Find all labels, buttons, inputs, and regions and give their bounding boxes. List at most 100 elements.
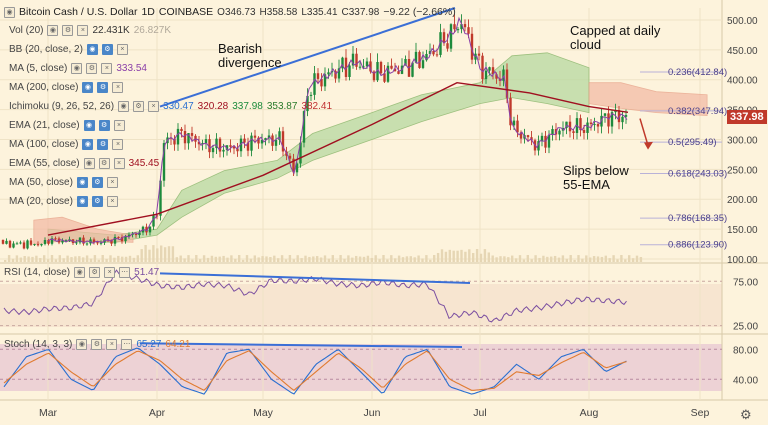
close-icon[interactable]: × bbox=[106, 196, 118, 207]
volume-bar bbox=[433, 255, 436, 262]
candle-body bbox=[418, 51, 421, 68]
settings-icon[interactable]: ⚙ bbox=[98, 158, 110, 169]
settings-icon[interactable]: ⚙ bbox=[62, 25, 74, 36]
volume-bar bbox=[304, 255, 307, 262]
visibility-icon[interactable]: ◉ bbox=[76, 177, 88, 188]
close-icon[interactable]: × bbox=[106, 177, 118, 188]
volume-bar bbox=[542, 255, 545, 262]
candle-body bbox=[267, 135, 271, 139]
volume-bar bbox=[300, 258, 303, 262]
settings-icon[interactable]: ⚙ bbox=[133, 101, 145, 112]
rsi-tick-label: 25.00 bbox=[733, 322, 758, 333]
volume-bar bbox=[495, 257, 498, 262]
volume-bar bbox=[468, 249, 471, 262]
visibility-icon[interactable]: ◉ bbox=[76, 339, 88, 350]
candle-body bbox=[519, 132, 523, 139]
volume-bar bbox=[561, 255, 565, 262]
candle-body bbox=[463, 24, 467, 28]
candle-body bbox=[113, 236, 117, 244]
visibility-icon[interactable]: ◉ bbox=[118, 101, 130, 112]
more-icon[interactable]: ⋯ bbox=[121, 339, 133, 350]
indicator-row[interactable]: MA (100, close) ◉ ⚙ × bbox=[9, 139, 124, 150]
candle-body bbox=[358, 66, 362, 68]
settings-icon[interactable]: ⚙ bbox=[97, 139, 109, 150]
rsi-legend[interactable]: RSI (14, close) ◉ ⚙ × ⋯ 51.47 bbox=[4, 267, 159, 278]
settings-icon[interactable]: ⚙ bbox=[98, 120, 110, 131]
indicator-row[interactable]: MA (5, close) ◉ ⚙ × 333.54 bbox=[9, 63, 147, 74]
x-tick-label: Apr bbox=[149, 407, 166, 419]
candle-body bbox=[281, 131, 285, 152]
indicator-row[interactable]: MA (200, close) ◉ ⚙ × bbox=[9, 82, 124, 93]
indicator-row[interactable]: MA (20, close) ◉ ⚙ × bbox=[9, 196, 118, 207]
settings-icon[interactable]: ⚙ bbox=[91, 339, 103, 350]
volume-bar bbox=[553, 255, 557, 262]
close-icon[interactable]: × bbox=[101, 63, 113, 74]
volume-bar bbox=[479, 253, 483, 262]
close-icon[interactable]: × bbox=[112, 82, 124, 93]
visibility-icon[interactable]: ◉ bbox=[83, 158, 95, 169]
volume-bar bbox=[577, 255, 580, 262]
candle-body bbox=[152, 215, 155, 227]
settings-icon[interactable]: ⚙ bbox=[89, 267, 101, 278]
settings-icon[interactable]: ⚙ bbox=[101, 44, 113, 55]
candle-body bbox=[159, 180, 162, 216]
settings-icon[interactable]: ⚙ bbox=[97, 82, 109, 93]
candle-body bbox=[36, 244, 40, 246]
candle-body bbox=[509, 97, 512, 126]
close-icon[interactable]: × bbox=[116, 44, 128, 55]
volume-bar bbox=[569, 255, 572, 262]
visibility-icon[interactable]: ◉ bbox=[83, 120, 95, 131]
settings-icon[interactable]: ⚙ bbox=[91, 177, 103, 188]
candle-body bbox=[162, 143, 166, 181]
volume-bar bbox=[58, 255, 61, 262]
indicator-row[interactable]: EMA (55, close) ◉ ⚙ × 345.45 bbox=[9, 158, 159, 169]
candle-body bbox=[148, 226, 152, 233]
close-icon[interactable]: × bbox=[148, 101, 160, 112]
close-icon[interactable]: × bbox=[113, 120, 125, 131]
close-icon[interactable]: × bbox=[112, 139, 124, 150]
volume-bar bbox=[214, 256, 217, 262]
close-icon[interactable]: × bbox=[104, 267, 116, 278]
close-icon[interactable]: × bbox=[77, 25, 89, 36]
indicator-row[interactable]: BB (20, close, 2) ◉ ⚙ × bbox=[9, 44, 128, 55]
volume-bar bbox=[280, 255, 284, 262]
visibility-icon[interactable]: ◉ bbox=[47, 25, 59, 36]
candle-body bbox=[565, 121, 568, 128]
candle-body bbox=[82, 237, 85, 244]
candle-body bbox=[243, 138, 246, 143]
close-icon[interactable]: × bbox=[106, 339, 118, 350]
stoch-legend[interactable]: Stoch (14, 3, 3) ◉ ⚙ × ⋯ 65.27 64.21 bbox=[4, 339, 190, 350]
settings-icon[interactable]: ⚙ bbox=[86, 63, 98, 74]
close-icon[interactable]: × bbox=[113, 158, 125, 169]
volume-bar bbox=[534, 255, 537, 262]
volume-bar bbox=[397, 255, 401, 262]
visibility-icon[interactable]: ◉ bbox=[82, 82, 94, 93]
collapse-icon[interactable]: ◉ bbox=[4, 6, 15, 18]
visibility-icon[interactable]: ◉ bbox=[76, 196, 88, 207]
visibility-icon[interactable]: ◉ bbox=[71, 63, 83, 74]
indicator-row[interactable]: EMA (21, close) ◉ ⚙ × bbox=[9, 120, 125, 131]
candle-body bbox=[526, 135, 530, 138]
volume-bar bbox=[452, 250, 455, 262]
candle-body bbox=[222, 149, 225, 152]
indicator-value: 382.41 bbox=[301, 101, 333, 112]
settings-icon[interactable]: ⚙ bbox=[91, 196, 103, 207]
candle-body bbox=[355, 53, 358, 67]
more-icon[interactable]: ⋯ bbox=[119, 267, 131, 278]
interval-label[interactable]: 1D bbox=[141, 6, 155, 18]
indicator-row[interactable]: Ichimoku (9, 26, 52, 26) ◉ ⚙ × 330.47 320.28 3… bbox=[9, 101, 332, 112]
visibility-icon[interactable]: ◉ bbox=[86, 44, 98, 55]
volume-bar bbox=[429, 259, 432, 262]
candle-body bbox=[337, 68, 341, 79]
visibility-icon[interactable]: ◉ bbox=[74, 267, 86, 278]
candle-body bbox=[54, 238, 57, 240]
candle-body bbox=[474, 53, 477, 60]
indicator-row[interactable]: MA (50, close) ◉ ⚙ × bbox=[9, 177, 118, 188]
indicator-row[interactable]: Vol (20) ◉ ⚙ × 22.431K 26.827K bbox=[9, 25, 171, 36]
volume-bar bbox=[425, 255, 428, 262]
visibility-icon[interactable]: ◉ bbox=[82, 139, 94, 150]
candle-body bbox=[204, 139, 208, 144]
volume-bar bbox=[631, 258, 635, 262]
volume-bar bbox=[35, 255, 38, 262]
